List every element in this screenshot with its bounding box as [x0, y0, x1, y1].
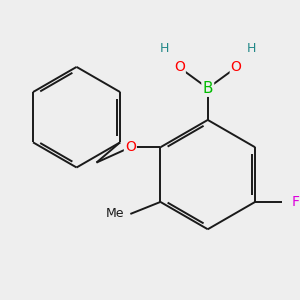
Text: B: B	[202, 81, 213, 96]
Text: O: O	[174, 61, 185, 74]
Text: O: O	[231, 61, 242, 74]
Text: F: F	[292, 195, 299, 209]
Text: Me: Me	[106, 208, 124, 220]
Text: O: O	[125, 140, 136, 154]
Text: H: H	[247, 42, 256, 55]
Text: H: H	[159, 42, 169, 55]
